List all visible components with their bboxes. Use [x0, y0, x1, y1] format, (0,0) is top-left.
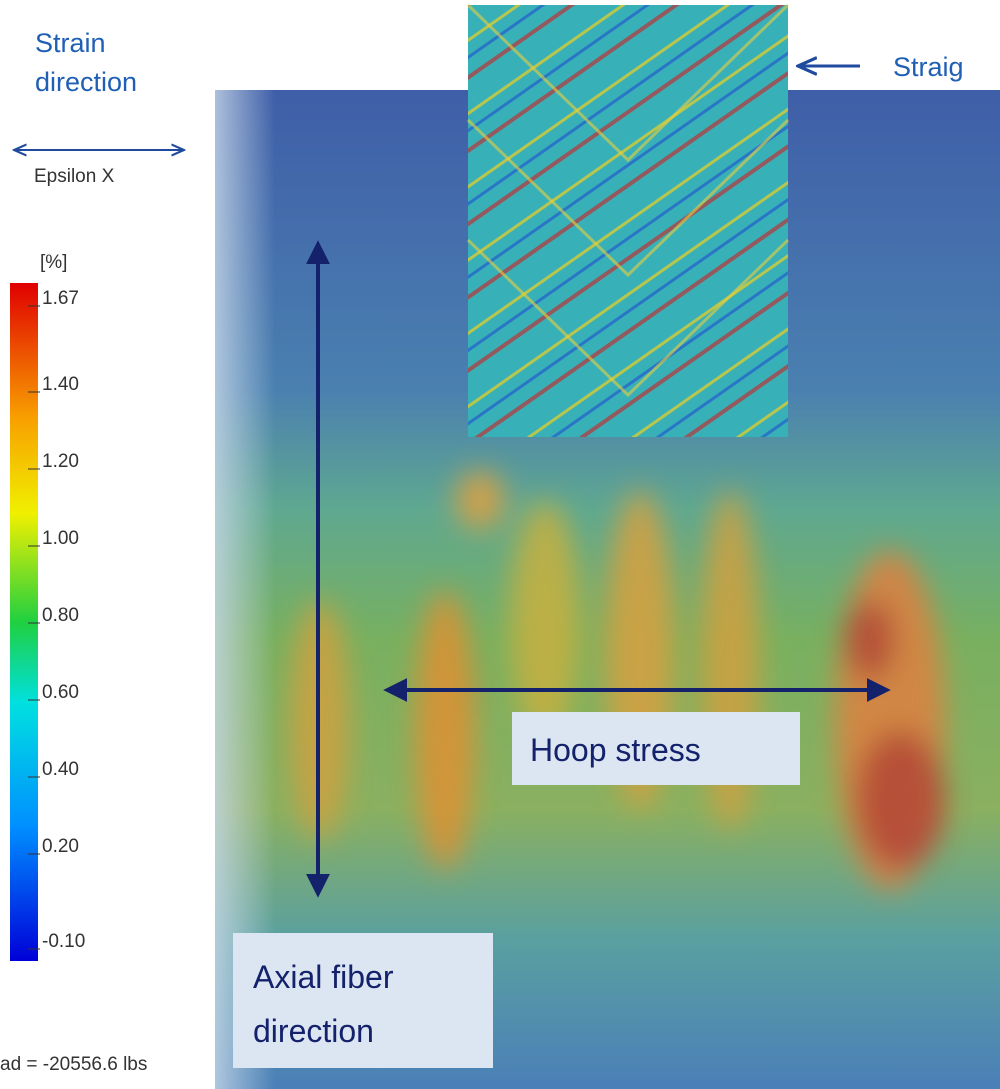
axial-box — [233, 933, 493, 1068]
colorbar-tick-label: 1.67 — [42, 288, 79, 309]
load-text: ad = -20556.6 lbs — [0, 1054, 147, 1075]
colorbar-tick-label: 1.20 — [42, 451, 79, 472]
colorbar-tick-label: 1.40 — [42, 374, 79, 395]
colorbar-tick-label: 0.60 — [42, 682, 79, 703]
hoop-box — [512, 712, 800, 785]
colorbar-tick-label: 0.20 — [42, 836, 79, 857]
axial-label-line2: direction — [253, 1013, 374, 1049]
axial-label-line1: Axial fiber — [253, 959, 394, 995]
colorbar-tick-label: 1.00 — [42, 528, 79, 549]
colorbar-tick-label: -0.10 — [42, 931, 85, 952]
legend-title: Epsilon X — [34, 166, 115, 187]
colorbar-tick-label: 0.80 — [42, 605, 79, 626]
hoop-label: Hoop stress — [530, 732, 701, 768]
colorbar — [10, 283, 38, 961]
inset-image — [466, 3, 790, 437]
strain-direction-line1: Strain — [35, 28, 106, 58]
legend-unit: [%] — [40, 252, 67, 273]
strain-direction-line2: direction — [35, 67, 137, 97]
straight-label: Straig — [893, 52, 964, 82]
legend: Strain direction Epsilon X [%] 1.67 1.40 1… — [0, 28, 184, 1075]
colorbar-tick-label: 0.40 — [42, 759, 79, 780]
